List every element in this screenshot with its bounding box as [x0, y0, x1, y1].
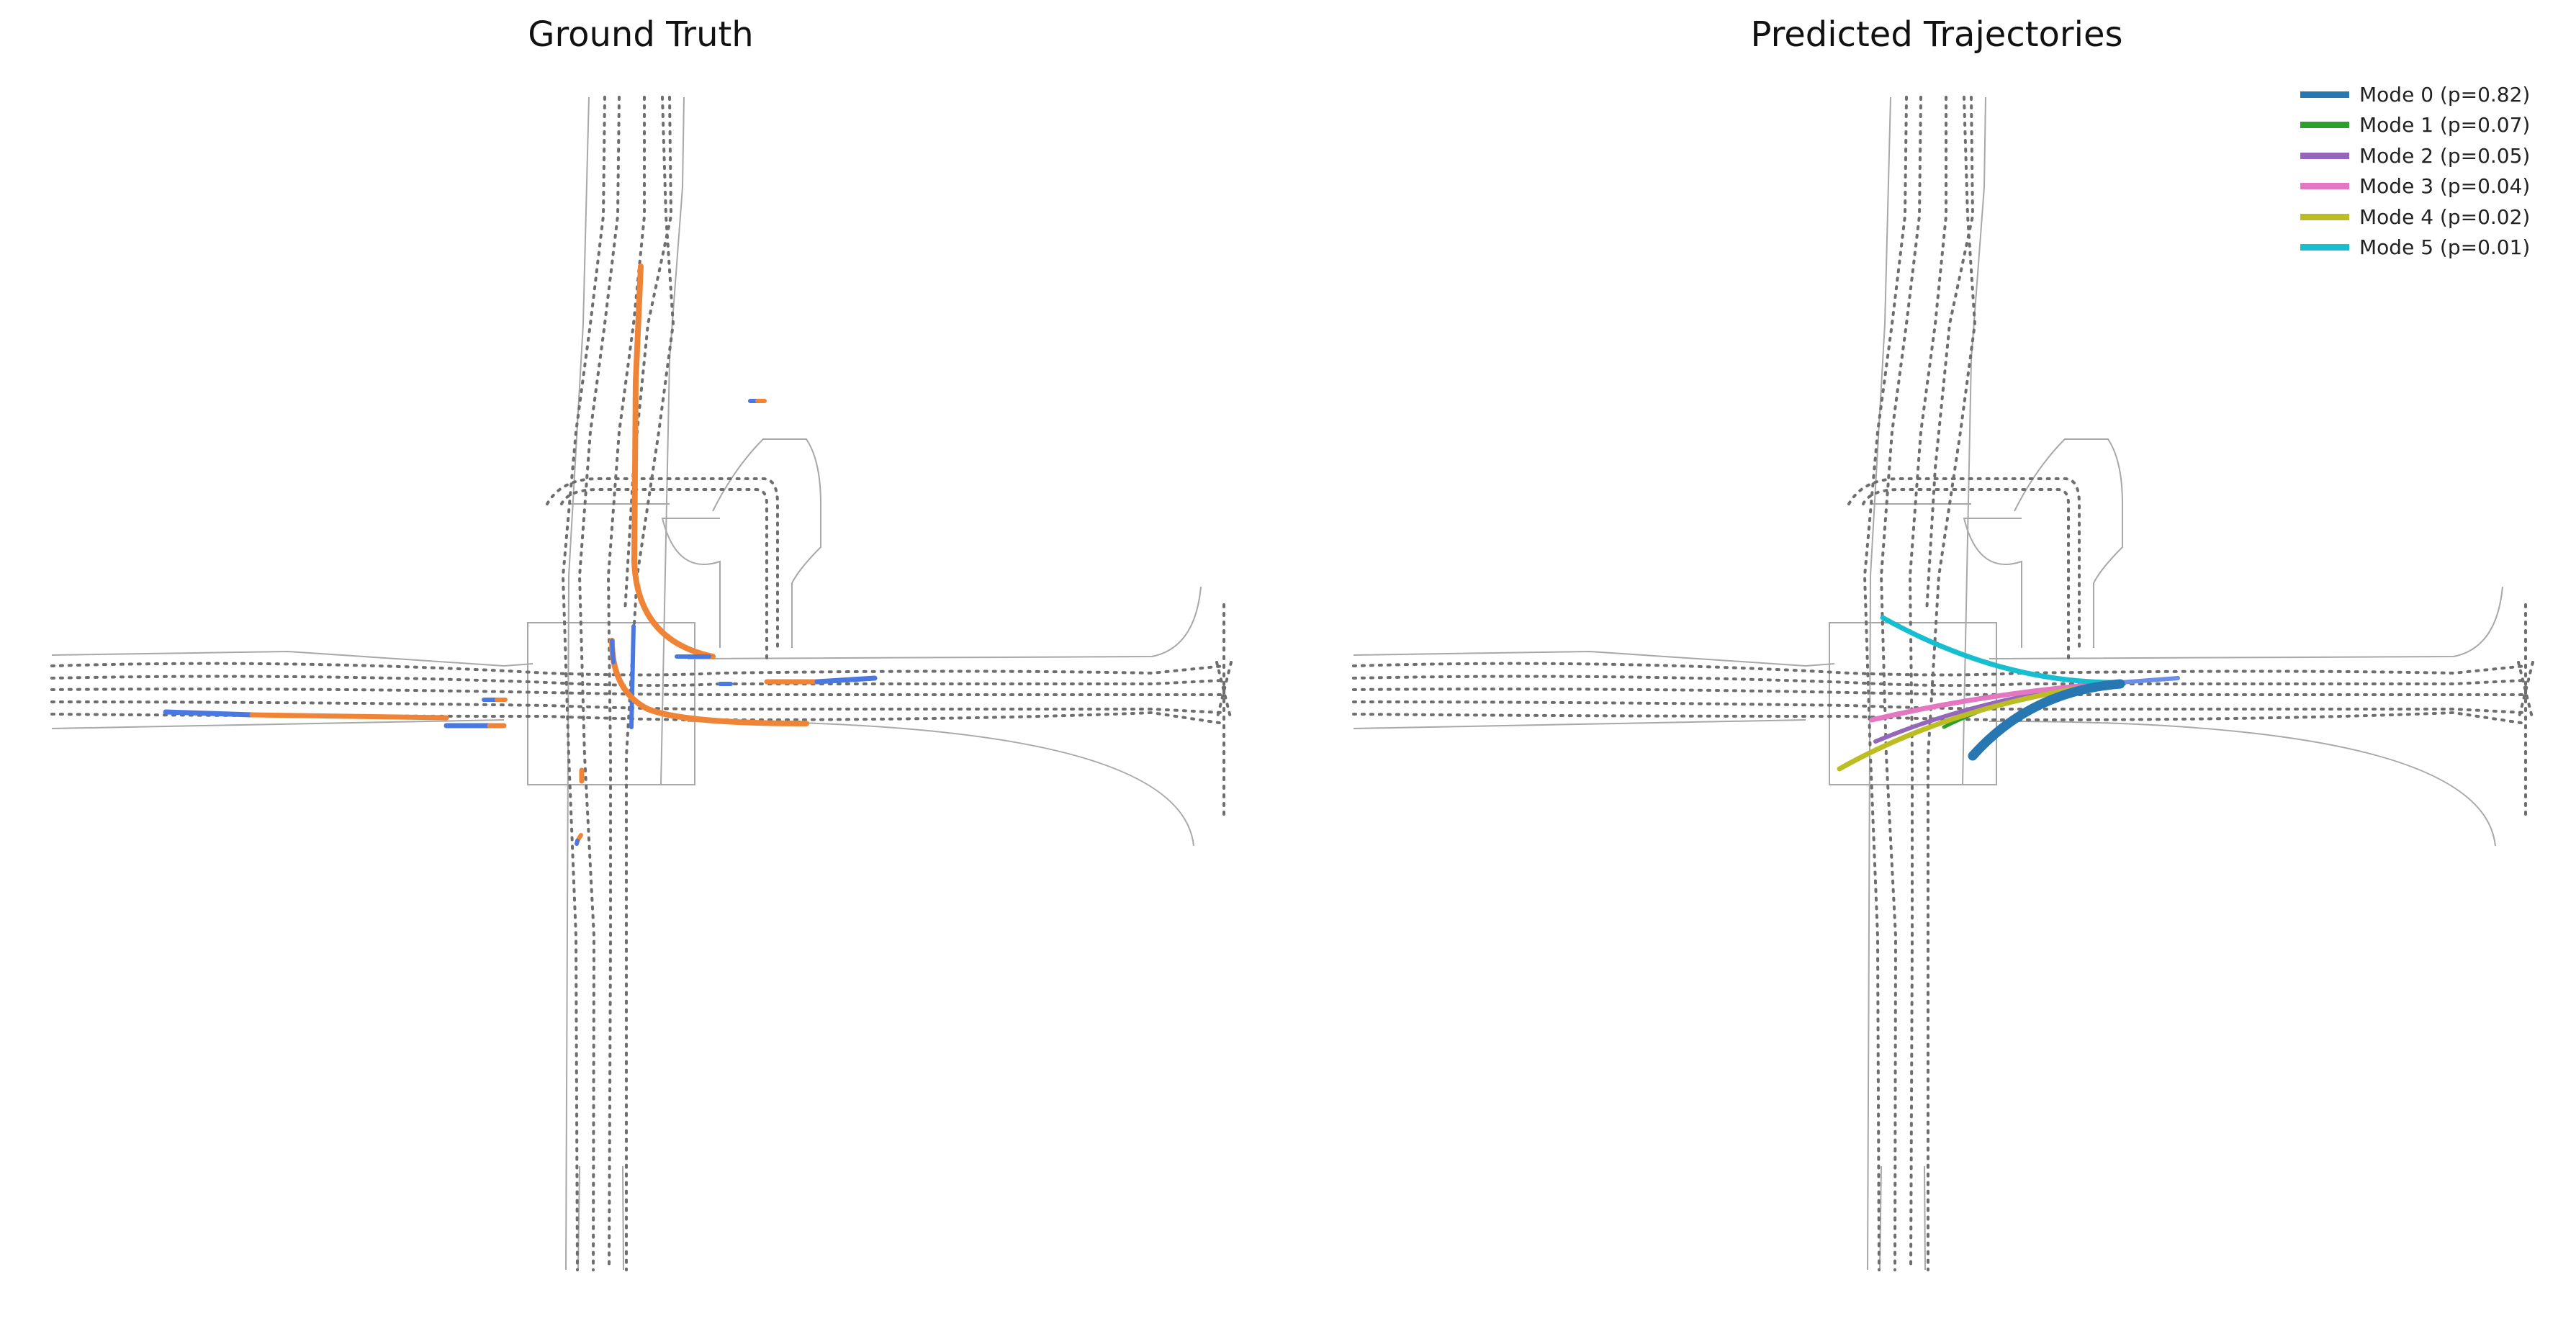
legend-swatch	[2300, 152, 2349, 159]
legend-label: Mode 5 (p=0.01)	[2359, 235, 2531, 260]
legend-swatch	[2300, 244, 2349, 251]
lane-centerline	[50, 700, 1225, 714]
legend-label: Mode 2 (p=0.05)	[2359, 143, 2531, 168]
ground-truth-trajectory	[814, 675, 878, 685]
ground-truth-trajectory	[610, 639, 616, 664]
road-boundary	[660, 96, 685, 785]
legend-swatch	[2300, 122, 2349, 129]
lane-centerline	[1215, 661, 1233, 721]
road-boundary	[2014, 438, 2123, 648]
road-network	[50, 96, 1233, 1271]
lane-centerline	[1879, 96, 1922, 1271]
legend-swatch	[2300, 91, 2349, 98]
legend: Mode 0 (p=0.82) Mode 1 (p=0.07) Mode 2 (…	[2300, 79, 2530, 263]
ground-truth-trajectory	[609, 638, 809, 726]
lane-centerline	[2517, 661, 2534, 721]
lane-centerline	[50, 687, 1225, 697]
history-trajectory	[2118, 676, 2180, 685]
lane-centerline	[1352, 662, 2527, 677]
lane-centerline	[2517, 661, 2534, 721]
road-boundary	[1924, 1166, 1926, 1271]
lane-centerline	[606, 96, 646, 1271]
legend-item-mode-2: Mode 2 (p=0.05)	[2300, 140, 2530, 171]
legend-label: Mode 1 (p=0.07)	[2359, 113, 2531, 137]
lane-centerline	[1908, 96, 1947, 1271]
trajectory-mode-0	[1968, 679, 2125, 761]
lane-centerline	[1352, 711, 2527, 725]
road-boundary	[661, 518, 721, 648]
legend-item-mode-3: Mode 3 (p=0.04)	[2300, 171, 2530, 202]
ground-truth-trajectory	[249, 712, 449, 721]
road-boundary	[687, 586, 1202, 659]
legend-label: Mode 3 (p=0.04)	[2359, 174, 2531, 199]
road-boundary	[1829, 622, 1997, 785]
road-boundary	[1989, 586, 2503, 659]
right-road-map	[1352, 96, 2534, 1271]
ground-truth-trajectory	[163, 709, 255, 718]
road-boundary	[712, 438, 821, 648]
legend-item-mode-4: Mode 4 (p=0.02)	[2300, 202, 2530, 233]
road-boundary	[527, 622, 695, 785]
road-boundary	[1353, 650, 1835, 667]
road-boundary	[51, 719, 505, 729]
road-boundary	[1353, 719, 1806, 729]
legend-label: Mode 0 (p=0.82)	[2359, 82, 2531, 107]
lane-centerline	[1215, 661, 1233, 721]
prediction-marks	[1837, 615, 2180, 772]
road-boundary	[1989, 720, 2496, 847]
legend-swatch	[2300, 183, 2349, 190]
lane-centerline	[1847, 477, 2081, 649]
ground-truth-trajectory	[631, 263, 716, 659]
legend-item-mode-5: Mode 5 (p=0.01)	[2300, 233, 2530, 263]
road-boundary	[51, 650, 533, 667]
left-chart-title: Ground Truth	[528, 14, 754, 55]
lane-centerline	[50, 711, 1225, 725]
road-boundary	[1962, 96, 1986, 785]
lane-centerline	[1863, 96, 1908, 1271]
road-network	[1352, 96, 2534, 1271]
trajectory-mode-5	[1880, 615, 2123, 685]
lane-centerline	[1352, 700, 2527, 714]
lane-centerline	[1925, 96, 1975, 613]
lane-centerline	[1927, 96, 1977, 1271]
lane-centerline	[50, 662, 1225, 677]
ground-truth-marks	[163, 263, 878, 846]
road-boundary	[1867, 96, 1891, 1271]
lane-centerline	[1352, 675, 2527, 687]
left-road-map	[50, 96, 1233, 1271]
road-boundary	[687, 720, 1194, 847]
ground-truth-trajectory	[629, 624, 636, 729]
road-boundary	[565, 96, 590, 1271]
lane-centerline	[560, 488, 768, 664]
lane-centerline	[623, 96, 673, 613]
right-chart-title: Predicted Trajectories	[1750, 14, 2123, 55]
lane-centerline	[577, 96, 621, 1271]
road-boundary	[1963, 518, 2022, 648]
legend-item-mode-1: Mode 1 (p=0.07)	[2300, 110, 2530, 141]
legend-swatch	[2300, 213, 2349, 220]
lane-centerline	[1862, 488, 2070, 664]
lane-centerline	[546, 477, 779, 649]
legend-label: Mode 4 (p=0.02)	[2359, 204, 2531, 229]
lane-centerline	[1352, 687, 2527, 697]
lane-centerline	[50, 675, 1225, 687]
legend-item-mode-0: Mode 0 (p=0.82)	[2300, 79, 2530, 110]
lane-centerline	[561, 96, 606, 1271]
